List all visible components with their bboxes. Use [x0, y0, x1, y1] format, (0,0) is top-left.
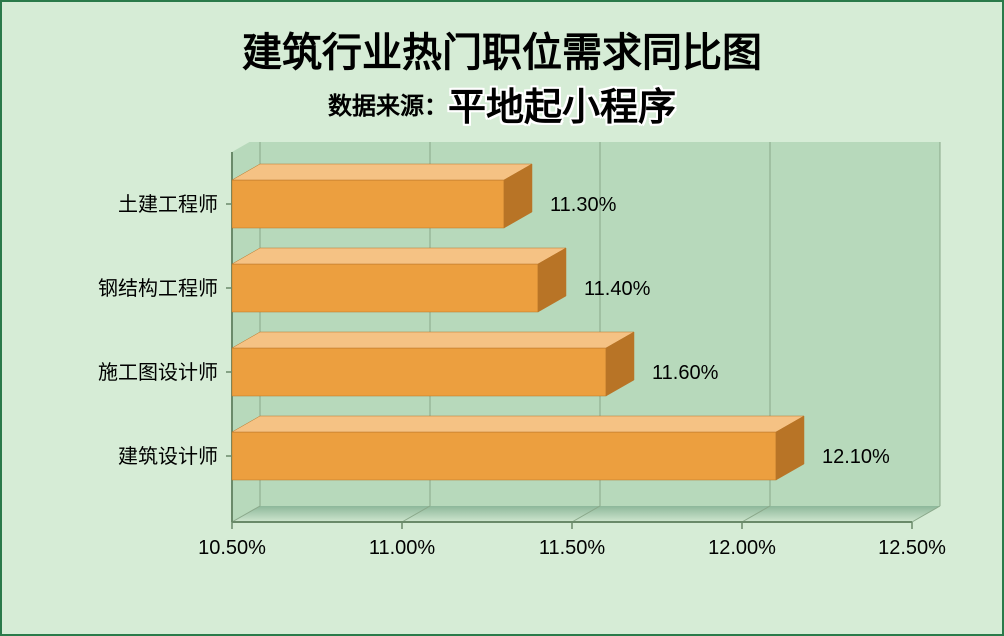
x-tick-label: 11.00%: [369, 537, 436, 559]
bar-top: [232, 332, 634, 348]
category-label: 土建工程师: [118, 193, 218, 216]
bar-top: [232, 164, 532, 180]
bar-top: [232, 416, 804, 432]
bar-value-label: 12.10%: [822, 446, 890, 468]
x-tick-label: 11.50%: [539, 537, 606, 559]
chart-subtitle: 数据来源：平地起小程序: [2, 76, 1002, 131]
bar-value-label: 11.60%: [652, 362, 719, 384]
category-label: 建筑设计师: [118, 445, 218, 468]
x-tick-label: 12.50%: [878, 537, 946, 559]
x-tick-label: 12.00%: [708, 537, 776, 559]
bar-front: [232, 348, 606, 396]
bar-front: [232, 180, 504, 228]
chart-title: 建筑行业热门职位需求同比图: [2, 20, 1002, 78]
bar-value-label: 11.40%: [584, 278, 651, 300]
chart-frame: 建筑行业热门职位需求同比图 数据来源：平地起小程序 10.50% 11.00% 11…: [0, 0, 1004, 636]
bar-top: [232, 248, 566, 264]
category-label: 钢结构工程师: [98, 277, 218, 300]
bar-front: [232, 264, 538, 312]
x-tick-label: 10.50%: [198, 537, 266, 559]
subtitle-source: 平地起小程序: [448, 87, 676, 129]
bar-front: [232, 432, 776, 480]
category-label: 施工图设计师: [98, 361, 218, 384]
bar-chart-3d: 10.50% 11.00% 11.50% 12.00% 12.50% 11.30% 土建工程…: [62, 142, 962, 602]
bar-value-label: 11.30%: [550, 194, 617, 216]
subtitle-prefix: 数据来源：: [328, 93, 448, 120]
